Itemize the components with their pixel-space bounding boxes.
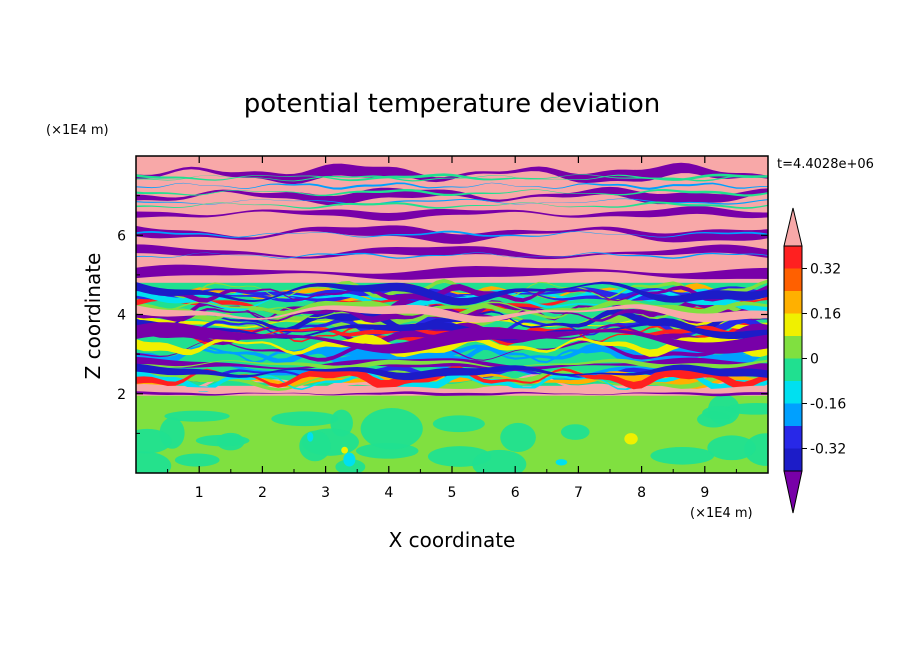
chart-title: potential temperature deviation bbox=[244, 89, 660, 119]
colorbar-tick-label: 0.32 bbox=[810, 262, 841, 278]
lower-teal-blob bbox=[174, 453, 220, 467]
colorbar-tick-label: -0.16 bbox=[810, 397, 846, 413]
lower-spot bbox=[341, 446, 348, 454]
lower-teal-blob bbox=[195, 434, 250, 447]
lower-teal-blob bbox=[472, 449, 527, 473]
upper-filament bbox=[136, 188, 768, 197]
x-tick-label: 6 bbox=[511, 485, 520, 501]
colorbar: 0.32 0.16 0 -0.16 -0.32 bbox=[783, 207, 846, 514]
colorbar-swatch bbox=[784, 358, 802, 381]
colorbar-swatch bbox=[784, 426, 802, 449]
mixed-layer-filament bbox=[136, 319, 768, 341]
upper-purple-band bbox=[136, 186, 768, 206]
lower-teal-blob bbox=[136, 451, 172, 473]
lower-teal-blob bbox=[432, 415, 485, 433]
upper-filament bbox=[136, 174, 768, 182]
x-tick-label: 8 bbox=[637, 485, 646, 501]
y-tick-label: 6 bbox=[117, 228, 126, 244]
colorbar-under-triangle bbox=[783, 470, 803, 514]
x-axis-label: X coordinate bbox=[389, 528, 516, 552]
upper-filament bbox=[136, 173, 768, 182]
y-axis: 2 4 6 bbox=[117, 195, 768, 434]
upper-purple-band bbox=[136, 244, 768, 260]
lower-teal-blob bbox=[299, 430, 331, 462]
colorbar-swatch bbox=[784, 291, 802, 314]
colorbar-swatch bbox=[784, 448, 802, 471]
colorbar-swatch bbox=[784, 403, 802, 426]
x-axis: 1 2 3 4 5 6 7 8 9 bbox=[167, 156, 737, 501]
lower-teal-blob bbox=[164, 410, 230, 422]
mixed-layer-filament bbox=[136, 343, 768, 367]
colorbar-swatch bbox=[784, 381, 802, 404]
mixed-layer-pink-wave bbox=[136, 304, 768, 323]
mixed-layer-filament bbox=[136, 288, 768, 303]
colorbar-swatch bbox=[784, 313, 802, 336]
colorbar-swatch bbox=[784, 268, 802, 291]
colorbar-over-triangle bbox=[783, 207, 803, 247]
colorbar-tick-label: -0.32 bbox=[810, 442, 846, 458]
x-unit-label: (×1E4 m) bbox=[690, 506, 753, 521]
lower-teal-blob bbox=[271, 411, 339, 427]
lower-teal-blob bbox=[650, 446, 715, 465]
lower-spot bbox=[555, 459, 568, 466]
mixed-layer-filament bbox=[136, 356, 768, 372]
upper-filament bbox=[136, 230, 768, 238]
upper-purple-band bbox=[136, 162, 768, 185]
lower-teal-blob bbox=[500, 422, 536, 452]
colorbar-tick-label: 0 bbox=[810, 352, 819, 368]
x-tick-label: 1 bbox=[195, 485, 204, 501]
upper-filament bbox=[136, 252, 768, 259]
x-tick-label: 9 bbox=[700, 485, 709, 501]
x-tick-label: 4 bbox=[384, 485, 393, 501]
lower-teal-blob bbox=[360, 408, 423, 450]
contour-field bbox=[136, 156, 768, 473]
lower-spot bbox=[307, 432, 314, 442]
x-tick-label: 3 bbox=[321, 485, 330, 501]
x-tick-label: 5 bbox=[448, 485, 457, 501]
mixed-layer-filament bbox=[136, 308, 768, 334]
upper-filament bbox=[136, 198, 768, 206]
mixed-layer-filament bbox=[136, 286, 768, 303]
y-tick-label: 2 bbox=[117, 387, 126, 403]
upper-purple-band bbox=[136, 225, 768, 244]
x-tick-label: 7 bbox=[574, 485, 583, 501]
upper-purple-band bbox=[136, 205, 768, 221]
mixed-layer-filament bbox=[136, 299, 768, 316]
lower-teal-blob bbox=[136, 428, 172, 454]
time-label: t=4.4028e+06 bbox=[777, 157, 874, 172]
y-axis-label: Z coordinate bbox=[81, 253, 105, 380]
lower-teal-blob bbox=[707, 435, 756, 461]
lower-teal-blob bbox=[702, 406, 737, 420]
lower-spot bbox=[343, 452, 356, 467]
colorbar-swatch bbox=[784, 336, 802, 359]
mixed-layer-purple-wave bbox=[136, 322, 768, 354]
mixed-layer-filament bbox=[136, 281, 768, 306]
mixed-layer-filament bbox=[136, 367, 768, 393]
colorbar-tick-label: 0.16 bbox=[810, 307, 841, 323]
lower-spot bbox=[624, 433, 638, 445]
y-unit-label: (×1E4 m) bbox=[46, 123, 109, 138]
y-tick-label: 4 bbox=[117, 308, 126, 324]
mixed-layer-filament bbox=[136, 282, 768, 302]
contour-bands bbox=[136, 162, 768, 473]
mixed-layer-blue-wave bbox=[136, 363, 768, 381]
upper-purple-band bbox=[136, 264, 768, 280]
mixed-layer-filament bbox=[136, 371, 768, 396]
mixed-layer-filament bbox=[136, 322, 768, 346]
interface-purple-stripe bbox=[136, 391, 768, 397]
lower-teal-blob bbox=[560, 424, 590, 440]
upper-filament bbox=[136, 182, 768, 190]
colorbar-swatch bbox=[784, 246, 802, 269]
mixed-layer-filament bbox=[136, 334, 768, 358]
x-tick-label: 2 bbox=[258, 485, 267, 501]
interface-pink-stripe bbox=[136, 385, 768, 394]
upper-filament bbox=[136, 201, 768, 209]
mixed-layer-filament bbox=[136, 358, 768, 371]
